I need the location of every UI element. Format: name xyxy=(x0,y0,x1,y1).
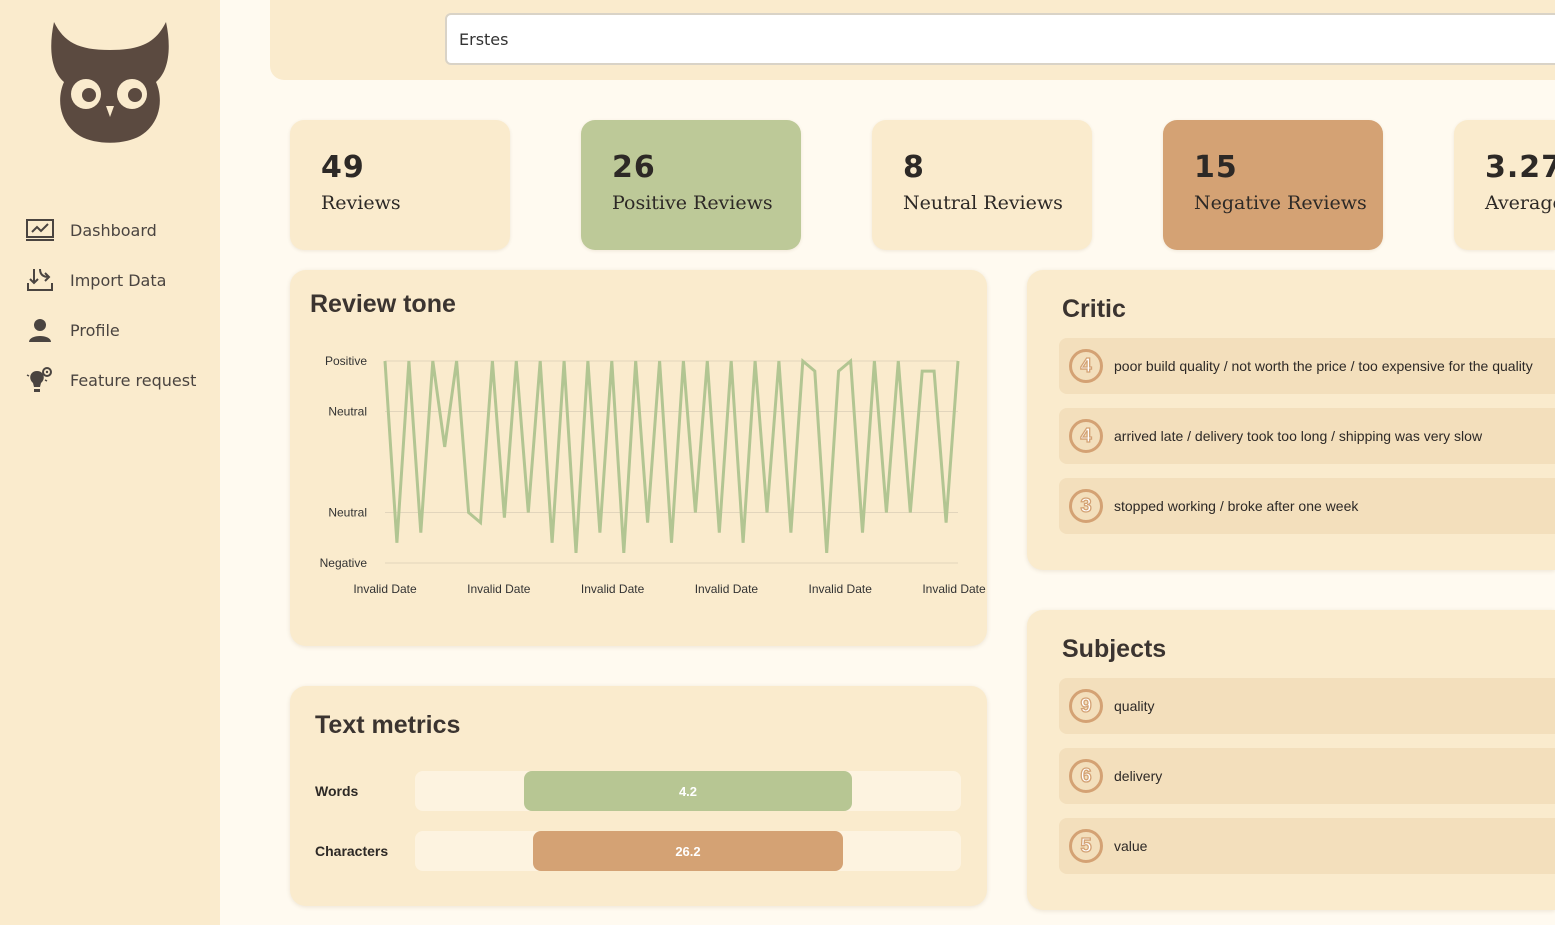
sidebar-item-label: Profile xyxy=(70,320,120,340)
stat-card-negative: 15 Negative Reviews xyxy=(1163,120,1383,250)
subject-text: delivery xyxy=(1114,768,1163,784)
x-tick-label: Invalid Date xyxy=(581,582,645,596)
count-badge: 5 xyxy=(1069,829,1103,863)
x-tick-label: Invalid Date xyxy=(353,582,417,596)
critic-item[interactable]: 3 stopped working / broke after one week xyxy=(1059,478,1555,534)
lightbulb-gear-icon xyxy=(24,365,56,395)
subjects-panel: Subjects 9 quality 6 delivery 5 value xyxy=(1027,610,1555,910)
subject-item[interactable]: 9 quality xyxy=(1059,678,1555,734)
tone-series-line xyxy=(383,357,960,553)
sidebar-item-dashboard[interactable]: Dashboard xyxy=(24,215,157,245)
review-tone-chart: Positive Neutral Neutral Negative Invalid Da… xyxy=(320,354,986,596)
import-arrows-icon xyxy=(24,265,56,295)
subject-item[interactable]: 6 delivery xyxy=(1059,748,1555,804)
stat-value: 8 xyxy=(903,150,925,185)
stat-value: 49 xyxy=(321,150,365,185)
search-input[interactable] xyxy=(445,13,1555,65)
sidebar-item-label: Import Data xyxy=(70,270,167,290)
y-tick-label: Negative xyxy=(320,556,368,570)
stat-label: Negative Reviews xyxy=(1194,192,1367,214)
review-tone-panel: Review tone Positive Neutral Neutral Negati… xyxy=(290,270,987,646)
stat-value: 26 xyxy=(612,150,656,185)
sidebar-item-label: Dashboard xyxy=(70,220,157,240)
stat-label: Average xyxy=(1485,192,1555,214)
count-badge: 9 xyxy=(1069,689,1103,723)
count-badge: 4 xyxy=(1069,349,1103,383)
metric-label-characters: Characters xyxy=(315,843,389,859)
metric-bar-words: 4.2 xyxy=(524,771,852,811)
critic-item[interactable]: 4 arrived late / delivery took too long … xyxy=(1059,408,1555,464)
stat-label: Reviews xyxy=(321,192,401,214)
y-tick-label: Neutral xyxy=(328,405,367,419)
y-tick-label: Positive xyxy=(325,354,367,368)
chart-monitor-icon xyxy=(24,215,56,245)
critic-text: stopped working / broke after one week xyxy=(1114,498,1359,514)
stat-value: 15 xyxy=(1194,150,1238,185)
stat-label: Positive Reviews xyxy=(612,192,773,214)
owl-logo xyxy=(51,22,169,143)
sidebar-item-label: Feature request xyxy=(70,370,197,390)
panel-title: Critic xyxy=(1062,295,1126,323)
subject-text: value xyxy=(1114,838,1148,854)
stat-card-positive: 26 Positive Reviews xyxy=(581,120,801,250)
x-tick-label: Invalid Date xyxy=(809,582,873,596)
stat-card-average: 3.27 Average xyxy=(1454,120,1555,250)
metric-track-characters: 26.2 xyxy=(415,831,961,871)
stat-card-neutral: 8 Neutral Reviews xyxy=(872,120,1092,250)
sidebar-item-import-data[interactable]: Import Data xyxy=(24,265,166,295)
panel-title: Text metrics xyxy=(315,711,461,739)
subject-text: quality xyxy=(1114,698,1155,714)
subject-item[interactable]: 5 value xyxy=(1059,818,1555,874)
x-tick-label: Invalid Date xyxy=(467,582,531,596)
stat-label: Neutral Reviews xyxy=(903,192,1063,214)
sidebar-item-feature-request[interactable]: Feature request xyxy=(24,365,196,395)
metric-bar-characters: 26.2 xyxy=(533,831,843,871)
metric-track-words: 4.2 xyxy=(415,771,961,811)
user-icon xyxy=(24,315,56,345)
critic-text: arrived late / delivery took too long / … xyxy=(1114,428,1483,444)
sidebar: Dashboard Import Data Profile Feature re… xyxy=(0,0,220,925)
metric-value: 26.2 xyxy=(675,843,701,859)
text-metrics-panel: Text metrics Words 4.2 Characters 26.2 xyxy=(290,686,987,906)
stat-card-reviews: 49 Reviews xyxy=(290,120,510,250)
sidebar-item-profile[interactable]: Profile xyxy=(24,315,120,345)
y-tick-label: Neutral xyxy=(328,506,367,520)
metric-label-words: Words xyxy=(315,783,359,799)
panel-title: Subjects xyxy=(1062,635,1167,663)
panel-title: Review tone xyxy=(310,290,456,318)
x-tick-label: Invalid Date xyxy=(922,582,986,596)
stat-value: 3.27 xyxy=(1485,150,1555,185)
critic-panel: Critic 4 poor build quality / not worth … xyxy=(1027,270,1555,570)
critic-text: poor build quality / not worth the price… xyxy=(1114,358,1533,374)
count-badge: 4 xyxy=(1069,419,1103,453)
count-badge: 3 xyxy=(1069,489,1103,523)
count-badge: 6 xyxy=(1069,759,1103,793)
metric-value: 4.2 xyxy=(678,783,698,799)
critic-item[interactable]: 4 poor build quality / not worth the pri… xyxy=(1059,338,1555,394)
x-tick-label: Invalid Date xyxy=(695,582,759,596)
